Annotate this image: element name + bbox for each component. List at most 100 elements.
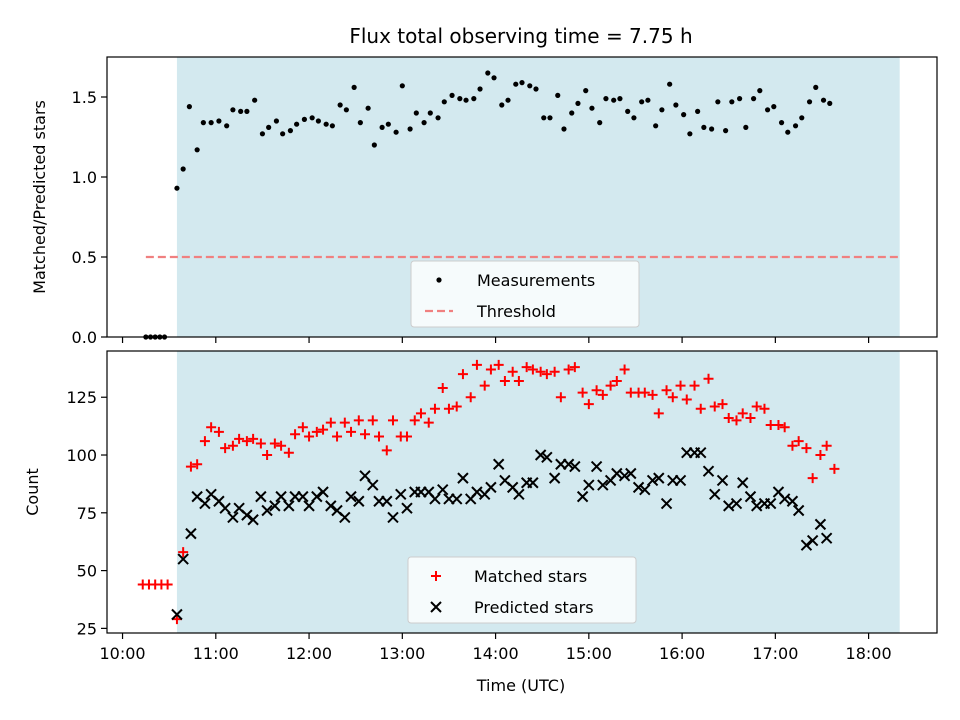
data-point: [499, 376, 510, 387]
data-point: [555, 392, 566, 403]
data-point: [429, 493, 441, 505]
data-point: [332, 431, 343, 442]
data-point: [325, 417, 336, 428]
data-point: [723, 413, 734, 424]
count-panel: 25 50 75 100 125 10:00 11:00 12:00 13:00 14:00 15:…: [23, 350, 938, 663]
data-point: [569, 460, 581, 473]
data-point: [329, 123, 335, 129]
data-point: [238, 108, 244, 114]
legend-label: Matched stars: [474, 567, 587, 586]
data-point: [381, 495, 393, 507]
legend-box: [410, 260, 640, 328]
data-point: [395, 488, 407, 501]
data-point: [259, 131, 266, 137]
data-point: [729, 99, 735, 105]
data-point: [276, 440, 287, 451]
data-point: [646, 474, 659, 487]
y-tick-label: 25: [77, 619, 97, 638]
data-point: [716, 474, 729, 487]
data-point: [751, 401, 762, 412]
data-point: [381, 445, 392, 456]
data-point: [750, 96, 757, 102]
legend-marker-plus: [431, 571, 441, 581]
data-point: [625, 467, 637, 480]
data-point: [192, 459, 203, 470]
data-point: [325, 500, 337, 512]
series-predicted-stars: [171, 446, 833, 621]
data-point: [227, 440, 238, 451]
data-point: [589, 105, 595, 111]
data-point: [261, 504, 273, 517]
data-point: [413, 110, 419, 116]
data-point: [793, 436, 804, 447]
data-point: [287, 128, 294, 134]
data-point: [829, 463, 840, 474]
data-point: [492, 458, 505, 470]
data-point: [371, 142, 377, 148]
data-point: [409, 415, 420, 426]
data-point: [199, 497, 211, 510]
data-point: [611, 376, 622, 387]
data-point: [199, 436, 210, 447]
data-point: [379, 124, 385, 130]
data-point: [234, 433, 245, 444]
y-tick-label: 75: [77, 504, 97, 523]
data-point: [374, 431, 385, 442]
data-point: [177, 553, 189, 565]
data-point: [737, 408, 748, 419]
data-point: [827, 100, 833, 106]
data-point: [357, 120, 363, 126]
data-point: [479, 380, 490, 391]
data-point: [764, 107, 771, 113]
data-point: [273, 118, 280, 124]
data-point: [441, 99, 447, 105]
data-point: [653, 123, 659, 129]
data-point: [806, 99, 813, 105]
data-point: [303, 500, 315, 512]
data-point: [689, 380, 700, 391]
data-point: [415, 408, 426, 419]
y-tick-label: 50: [77, 562, 97, 581]
data-point: [304, 431, 315, 442]
x-axis-label: Time (UTC): [476, 676, 565, 695]
data-point: [449, 92, 455, 98]
data-point: [792, 123, 799, 129]
data-point: [485, 364, 496, 375]
data-point: [429, 403, 440, 414]
data-point: [519, 80, 525, 86]
data-point: [541, 451, 553, 464]
data-point: [297, 422, 308, 433]
data-point: [535, 366, 546, 377]
data-point: [208, 120, 214, 126]
data-point: [385, 121, 391, 127]
data-point: [471, 486, 483, 498]
data-point: [275, 490, 287, 503]
data-point: [213, 426, 224, 437]
plot-frame: [106, 56, 938, 338]
data-point: [387, 415, 398, 426]
data-point: [695, 403, 706, 414]
data-point: [563, 364, 574, 375]
data-point: [427, 110, 433, 116]
data-point: [367, 415, 378, 426]
data-point: [583, 479, 595, 491]
y-tick-label: 0.0: [72, 328, 97, 347]
data-point: [577, 387, 588, 398]
data-point: [443, 403, 454, 414]
y-axis-label: Matched/Predicted stars: [30, 100, 49, 294]
data-point: [255, 490, 267, 503]
data-point: [617, 96, 623, 102]
data-point: [186, 104, 192, 110]
data-point: [667, 81, 673, 87]
x-tick-label: 18:00: [846, 644, 892, 663]
data-point: [513, 488, 525, 501]
data-point: [695, 108, 701, 114]
data-point: [527, 83, 533, 89]
x-tick-label: 13:00: [379, 644, 425, 663]
data-point: [171, 608, 183, 621]
data-point: [549, 366, 560, 377]
data-point: [255, 438, 266, 449]
data-point: [771, 104, 777, 110]
x-tick-label: 14:00: [473, 644, 519, 663]
ratio-panel: 0.0 0.5 1.0 1.5 Matched/Predicted stars Measu…: [30, 56, 938, 347]
